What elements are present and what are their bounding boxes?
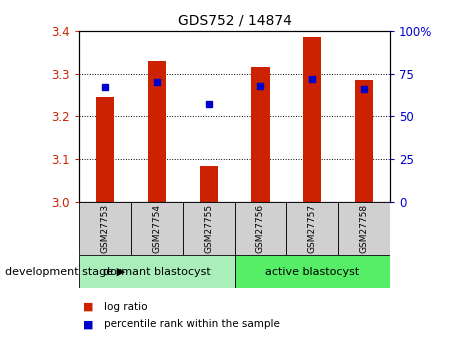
Text: GSM27758: GSM27758 (360, 204, 368, 253)
Bar (235, 255, 390, 288)
Bar (286, 202, 338, 255)
Bar (235, 202, 286, 255)
Text: GSM27754: GSM27754 (152, 204, 161, 253)
Text: GSM27756: GSM27756 (256, 204, 265, 253)
Bar (199, 166, 218, 202)
Text: active blastocyst: active blastocyst (265, 267, 359, 277)
Bar (147, 61, 166, 202)
Bar (131, 202, 183, 255)
Text: GSM27757: GSM27757 (308, 204, 317, 253)
Bar (303, 38, 322, 202)
Bar (183, 202, 235, 255)
Text: GSM27755: GSM27755 (204, 204, 213, 253)
Text: development stage ▶: development stage ▶ (5, 267, 124, 277)
Text: ■: ■ (83, 302, 94, 312)
Bar (355, 80, 373, 202)
Text: percentile rank within the sample: percentile rank within the sample (104, 319, 280, 329)
Bar (96, 97, 114, 202)
Title: GDS752 / 14874: GDS752 / 14874 (178, 13, 291, 27)
Bar (79, 202, 131, 255)
Text: log ratio: log ratio (104, 302, 147, 312)
Text: GSM27753: GSM27753 (101, 204, 109, 253)
Text: dormant blastocyst: dormant blastocyst (103, 267, 211, 277)
Bar (79, 255, 235, 288)
Bar (251, 67, 270, 202)
Text: ■: ■ (83, 319, 94, 329)
Bar (338, 202, 390, 255)
